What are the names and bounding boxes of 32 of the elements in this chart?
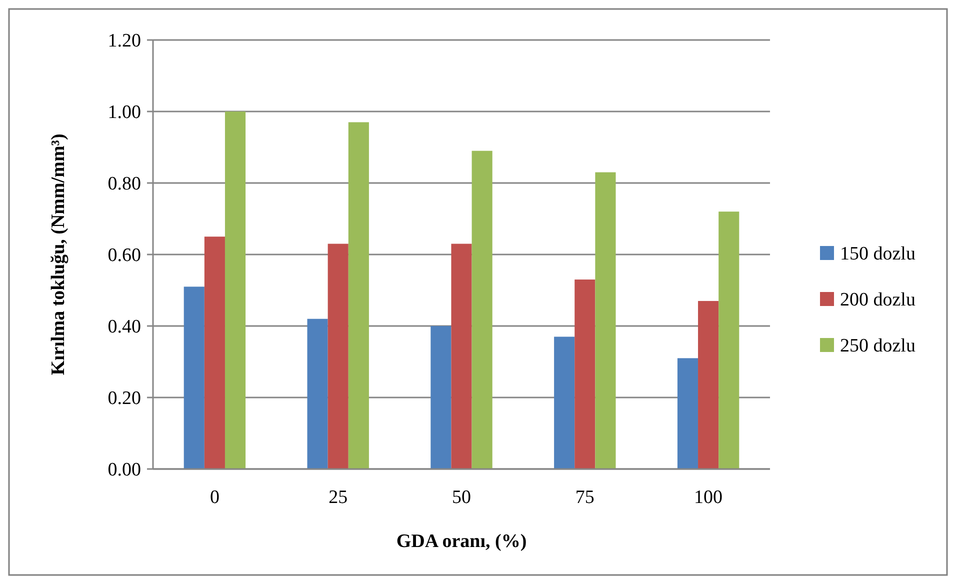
y-tick-label: 0.40 <box>108 316 141 338</box>
bar <box>224 112 246 469</box>
y-axis-title: Kırılma tokluğu, (Nmm/mm³) <box>48 134 69 376</box>
y-tick-label: 0.80 <box>108 174 141 195</box>
bar <box>472 150 492 469</box>
bar <box>574 280 596 469</box>
bar <box>677 358 698 469</box>
bar <box>307 318 328 469</box>
y-tick-label: 1.00 <box>108 102 141 124</box>
bar <box>595 172 616 469</box>
x-tick-label: 75 <box>575 487 594 508</box>
x-tick-label: 25 <box>328 487 348 508</box>
bar <box>204 236 225 469</box>
legend-label: 250 dozlu <box>840 336 916 357</box>
x-tick-label: 0 <box>210 487 220 508</box>
x-tick-label: 100 <box>694 487 723 508</box>
bar <box>698 300 719 469</box>
legend-label: 200 dozlu <box>840 290 916 311</box>
bar <box>718 212 740 469</box>
bar <box>184 286 204 469</box>
legend-label: 150 dozlu <box>840 244 916 265</box>
x-axis-title: GDA oranı, (%) <box>396 531 527 552</box>
bar <box>328 244 348 469</box>
y-tick-label: 0.00 <box>108 460 141 481</box>
y-tick-label: 1.20 <box>108 30 141 52</box>
bar <box>348 122 369 469</box>
x-tick-label: 50 <box>452 487 471 508</box>
bar <box>430 326 452 469</box>
bar <box>451 244 472 469</box>
bar <box>554 336 575 469</box>
y-tick-label: 0.20 <box>108 388 141 410</box>
y-tick-label: 0.60 <box>108 245 141 266</box>
